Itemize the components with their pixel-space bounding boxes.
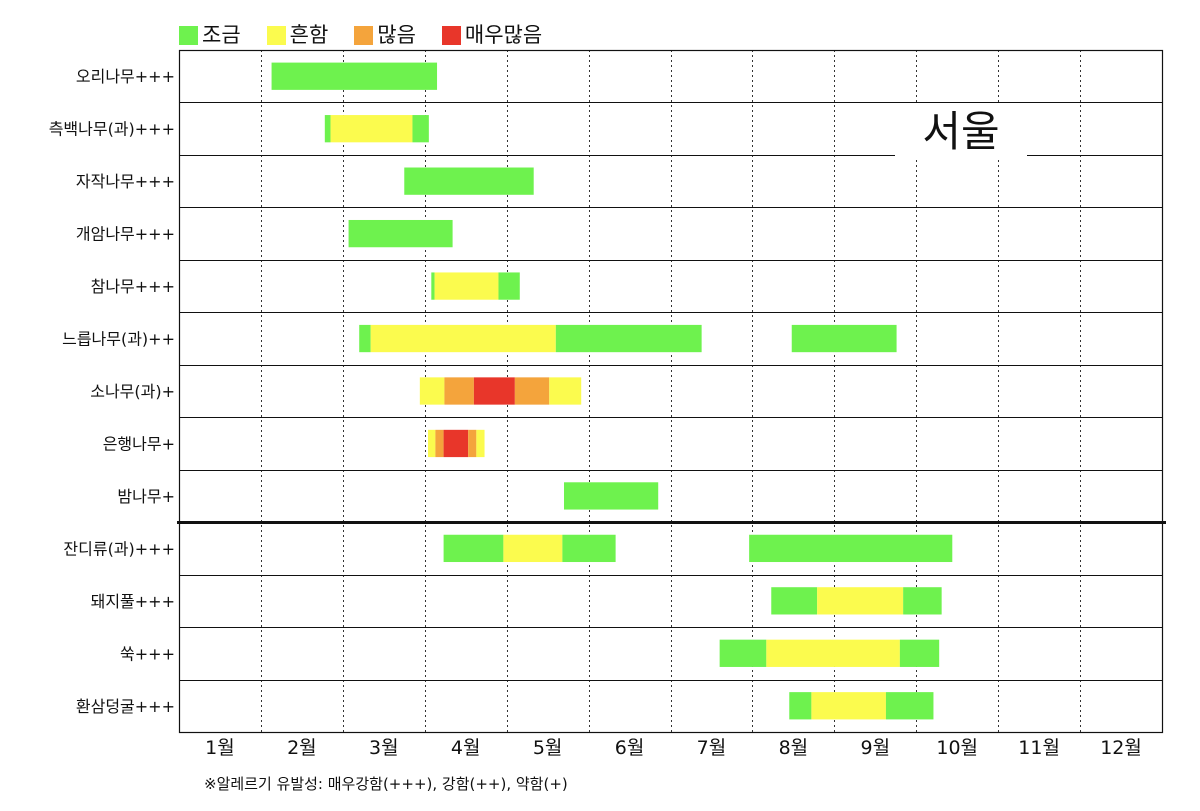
month-tick-label: 5월 (533, 737, 563, 759)
bar-segment-low (324, 115, 331, 143)
bar-segment-low (771, 587, 818, 615)
city-label: 서울 (895, 104, 1027, 160)
legend-item-common: 흔함 (266, 23, 329, 47)
bar-segment-common (549, 377, 582, 405)
bar-segment-low (885, 692, 934, 720)
month-tick-label: 7월 (697, 737, 727, 759)
row-label: 은행나무+ (103, 434, 175, 453)
bar-segment-common (766, 639, 900, 667)
bar-segment-common (428, 429, 436, 458)
legend-label: 흔함 (289, 23, 329, 47)
bar-segment-low (443, 534, 504, 563)
month-tick-label: 2월 (287, 737, 317, 759)
row-label: 밤나무+ (117, 487, 175, 506)
bar-segment-common (811, 692, 886, 720)
plot-border (178, 49, 1164, 734)
bar-segment-low (899, 639, 940, 667)
bar-segment-low (719, 639, 767, 667)
bar-segment-many (514, 377, 550, 405)
month-tick-label: 9월 (861, 737, 891, 759)
row-label: 환삼덩굴+++ (76, 697, 175, 716)
legend-label: 조금 (202, 23, 241, 47)
row-label: 잔디류(과)+++ (63, 539, 175, 558)
footnote: ※알레르기 유발성: 매우강함(+++), 강함(++), 약함(+) (204, 775, 568, 793)
month-tick-label: 10월 (936, 737, 978, 759)
month-tick-label: 12월 (1100, 737, 1142, 759)
bar-segment-low (903, 587, 942, 615)
legend-item-many: 많음 (354, 23, 416, 47)
bar-segment-low (564, 482, 659, 510)
bar-segment-common (503, 534, 563, 563)
row-label: 오리나무+++ (76, 67, 175, 86)
bar-segment-very-many (473, 377, 515, 405)
bar-segment-low (359, 324, 371, 353)
bar-segment-low (789, 692, 812, 720)
row-label: 측백나무(과)+++ (49, 120, 175, 139)
bar-segment-low (404, 167, 534, 195)
bar-segment-low (562, 534, 616, 563)
bar-segment-many (435, 429, 444, 458)
bar-segment-many (468, 429, 477, 458)
bar-segment-low (555, 324, 702, 353)
row-label: 소나무(과)+ (90, 382, 175, 401)
month-tick-label: 11월 (1018, 737, 1060, 759)
bar-segment-low (791, 324, 897, 353)
legend: 조금 흔함 많음 매우많음 (179, 20, 568, 50)
legend-item-low: 조금 (179, 23, 241, 47)
legend-item-very-many: 매우많음 (441, 23, 543, 47)
row-label: 돼지풀+++ (91, 592, 175, 611)
legend-label: 매우많음 (464, 23, 543, 47)
bar-segment-common (370, 324, 556, 353)
row-label: 쑥+++ (120, 644, 175, 663)
bar-segment-common (476, 429, 485, 458)
bar-segment-common (817, 587, 904, 615)
month-tick-label: 4월 (451, 737, 481, 759)
month-tick-label: 3월 (369, 737, 399, 759)
legend-swatch (266, 25, 286, 45)
bar-segment-common (330, 115, 413, 143)
legend-swatch (179, 25, 198, 45)
bar-segment-low (271, 62, 438, 90)
bar-segment-low (412, 115, 429, 143)
bar-segment-common (419, 377, 445, 405)
legend-swatch (354, 25, 374, 45)
bar-segment-low (498, 272, 520, 300)
month-tick-label: 6월 (615, 737, 645, 759)
row-label: 느릅나무(과)++ (62, 330, 175, 349)
row-label: 참나무+++ (91, 277, 175, 296)
bar-segment-very-many (443, 429, 469, 458)
legend-swatch (441, 25, 461, 45)
month-tick-label: 1월 (205, 737, 235, 759)
bar-segment-low (348, 219, 453, 248)
row-label: 자작나무+++ (76, 172, 175, 191)
bar-segment-low (431, 272, 435, 300)
bar-segment-many (444, 377, 474, 405)
row-label: 개암나무+++ (76, 225, 175, 244)
month-tick-label: 8월 (779, 737, 809, 759)
legend-label: 많음 (377, 23, 416, 47)
bar-segment-low (749, 534, 953, 563)
bar-segment-common (434, 272, 499, 300)
